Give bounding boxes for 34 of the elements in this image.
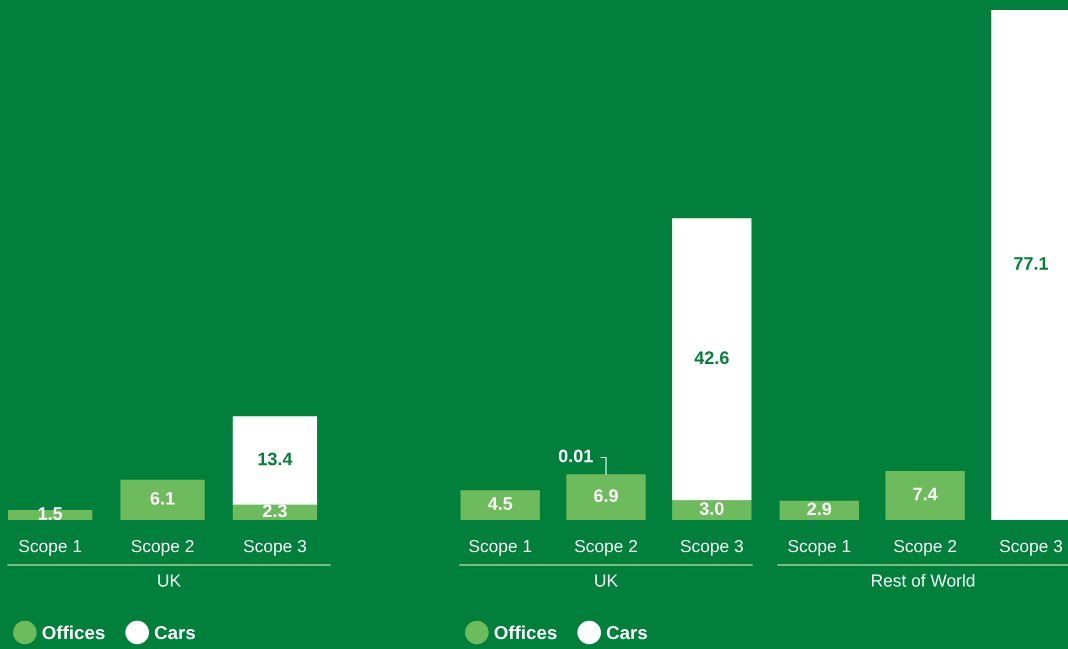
legend-label: Offices [494, 625, 557, 640]
bar [460, 490, 540, 520]
data-label: 1.5 [38, 507, 63, 520]
data-label: 3.0 [699, 502, 724, 515]
x-axis-title: UK [595, 574, 618, 587]
x-axis-title: Rest of World [872, 573, 975, 587]
x-tick-label: Scope 1 [469, 539, 532, 556]
data-label: 6.1 [150, 491, 175, 505]
x-tick-label: Scope 3 [680, 539, 743, 556]
data-label: 13.4 [258, 452, 293, 466]
x-tick-label: Scope 2 [574, 539, 637, 556]
data-label: 0.01 [558, 449, 593, 463]
x-tick-label: Scope 1 [19, 539, 82, 556]
x-axis-title: UK [158, 574, 181, 587]
legend-label: Cars [154, 626, 195, 640]
legend-label: Cars [606, 626, 647, 640]
data-label: 6.9 [594, 489, 618, 503]
x-tick-label: Scope 3 [243, 539, 307, 556]
bar [566, 474, 646, 520]
data-label: 77.1 [1014, 257, 1049, 270]
x-tick-label: Scope 1 [788, 539, 851, 556]
bar [672, 500, 752, 520]
data-label: 42.6 [694, 351, 729, 365]
data-label: 7.4 [913, 487, 938, 501]
x-tick-label: Scope 3 [999, 539, 1063, 556]
data-label: 2.3 [263, 504, 287, 518]
legend-label: Offices [42, 625, 105, 640]
bar [232, 416, 318, 505]
data-label: 2.9 [807, 502, 832, 516]
data-label: 4.5 [487, 497, 513, 510]
bar [672, 218, 752, 501]
x-tick-label: Scope 2 [894, 539, 957, 556]
x-tick-label: Scope 2 [131, 539, 194, 556]
bar [120, 479, 205, 520]
